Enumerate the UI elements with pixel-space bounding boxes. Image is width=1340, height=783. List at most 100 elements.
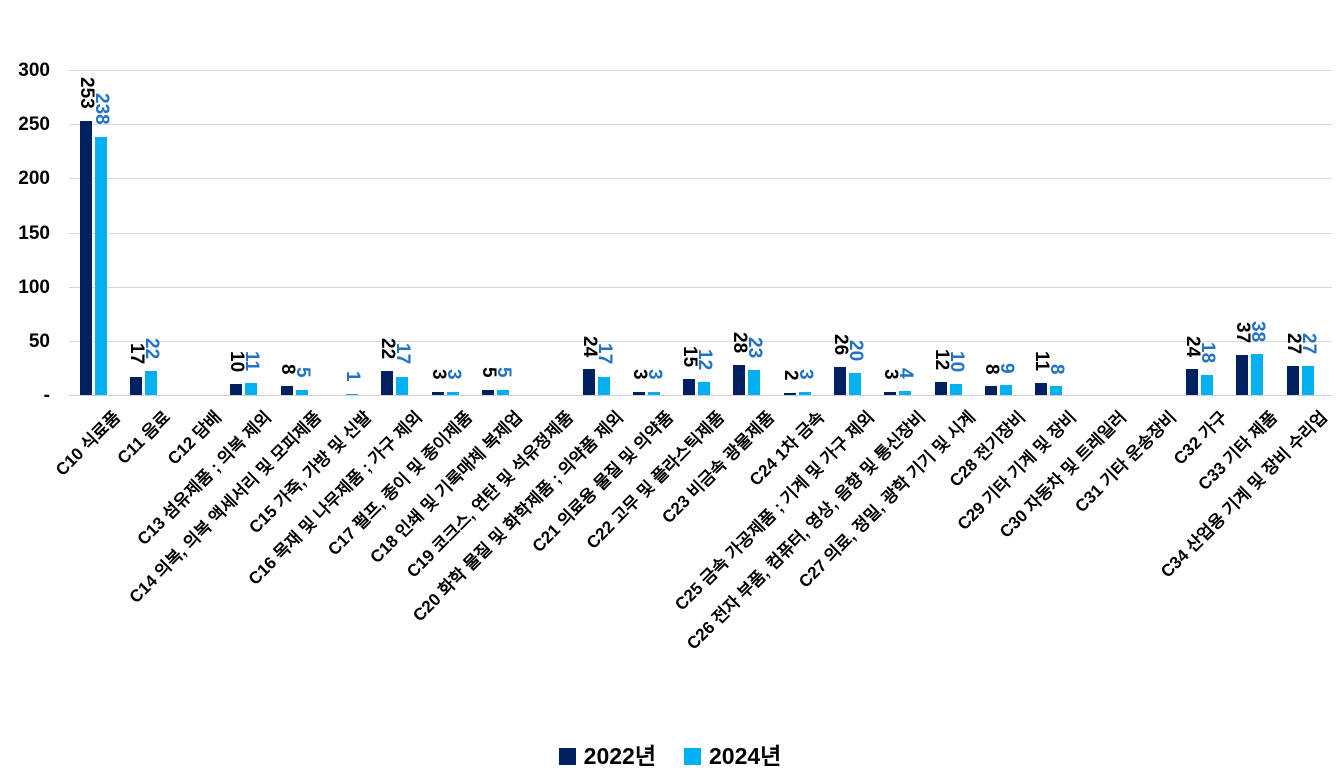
value-label-2024년-C14: 5 [292, 367, 313, 378]
value-label-2022년-C16: 22 [377, 338, 398, 360]
value-label-2024년-C15: 1 [342, 371, 363, 382]
bar-2022년-C34 [1287, 366, 1299, 395]
bar-2024년-C32 [1201, 375, 1213, 395]
bar-2022년-C11 [130, 377, 142, 395]
value-label-2024년-C23: 23 [744, 336, 765, 359]
bar-2022년-C21 [633, 392, 645, 395]
bar-2022년-C18 [482, 390, 494, 395]
value-label-2024년-C34: 27 [1298, 332, 1319, 354]
value-label-2022년-C33: 37 [1232, 321, 1253, 343]
bar-2024년-C14 [296, 390, 308, 395]
bar-2024년-C25 [849, 373, 861, 395]
value-label-2022년-C25: 26 [830, 333, 851, 355]
y-tick-label-300: 300 [18, 60, 50, 81]
bar-2024년-C29 [1050, 386, 1062, 395]
value-label-2022년-C24: 2 [780, 370, 801, 381]
legend-item-2022: 2022년 [558, 743, 656, 769]
bar-2024년-C11 [145, 371, 157, 395]
value-label-2024년-C11: 22 [141, 338, 162, 360]
value-label-2024년-C27: 10 [946, 351, 967, 373]
bar-2022년-C22 [683, 379, 695, 395]
bar-2024년-C26 [899, 391, 911, 395]
value-label-2022년-C28: 8 [981, 363, 1002, 375]
value-label-2024년-C22: 12 [694, 348, 715, 370]
value-label-2024년-C10: 238 [91, 93, 112, 126]
value-label-2022년-C13: 10 [226, 351, 247, 373]
legend-label-2022: 2022년 [583, 743, 656, 769]
bar-2024년-C28 [1000, 385, 1012, 395]
gridline-200 [69, 178, 1332, 179]
bar-2024년-C13 [245, 383, 257, 395]
value-label-2024년-C32: 18 [1197, 342, 1218, 364]
value-label-2022년-C20: 24 [579, 335, 600, 357]
bar-2024년-C17 [447, 392, 459, 395]
value-label-2024년-C25: 20 [845, 340, 866, 362]
value-label-2022년-C11: 17 [126, 343, 147, 365]
y-tick-label-50: 50 [28, 331, 50, 352]
bar-2022년-C14 [281, 386, 293, 395]
y-tick-label--: - [43, 385, 50, 406]
value-label-2024년-C33: 38 [1247, 320, 1268, 342]
y-tick-label-250: 250 [18, 114, 50, 135]
value-label-2022년-C14: 8 [277, 363, 298, 375]
bar-2024년-C18 [497, 390, 509, 395]
legend-swatch-2022 [558, 748, 576, 765]
bar-2024년-C22 [698, 382, 710, 395]
value-label-2024년-C18: 5 [493, 367, 514, 378]
bar-2022년-C23 [733, 365, 745, 395]
y-tick-label-200: 200 [18, 168, 50, 189]
bar-2022년-C13 [230, 384, 242, 395]
gridline-250 [69, 124, 1332, 125]
value-label-2022년-C18: 5 [478, 367, 499, 378]
gridline-150 [69, 233, 1332, 234]
value-label-2022년-C23: 28 [729, 331, 750, 353]
value-label-2022년-C26: 3 [880, 369, 901, 380]
gridline-100 [69, 287, 1332, 288]
value-label-2022년-C29: 11 [1031, 351, 1052, 372]
legend: 2022년 2024년 [0, 745, 1340, 768]
value-label-2024년-C24: 3 [795, 369, 816, 380]
bar-2024년-C23 [748, 370, 760, 395]
gridline-300 [69, 70, 1332, 71]
value-label-2022년-C17: 3 [428, 369, 449, 380]
bar-2024년-C21 [648, 392, 660, 395]
bar-2022년-C33 [1236, 355, 1248, 395]
y-tick-label-150: 150 [18, 223, 50, 244]
bar-2024년-C33 [1251, 354, 1263, 395]
bar-2022년-C32 [1186, 369, 1198, 395]
bar-2024년-C15 [346, 394, 358, 395]
bar-2024년-C24 [799, 392, 811, 395]
value-label-2024년-C13: 11 [241, 351, 262, 372]
bar-2022년-C10 [80, 121, 92, 395]
value-label-2022년-C27: 12 [931, 348, 952, 370]
bar-2024년-C20 [598, 377, 610, 395]
gridline-50 [69, 341, 1332, 342]
value-label-2024년-C17: 3 [443, 369, 464, 380]
bar-2022년-C27 [935, 382, 947, 395]
bar-2022년-C26 [884, 392, 896, 395]
value-label-2022년-C22: 15 [679, 345, 700, 367]
bar-2022년-C16 [381, 371, 393, 395]
bar-2024년-C27 [950, 384, 962, 395]
bar-2024년-C16 [396, 377, 408, 395]
value-label-2024년-C29: 8 [1046, 363, 1067, 375]
bar-2022년-C20 [583, 369, 595, 395]
legend-swatch-2024 [684, 748, 701, 765]
y-tick-label-100: 100 [18, 277, 50, 298]
bar-2024년-C34 [1302, 366, 1314, 395]
bar-2022년-C17 [432, 392, 444, 395]
value-label-2022년-C21: 3 [629, 369, 650, 380]
legend-item-2024: 2024년 [684, 745, 781, 768]
value-label-2024년-C16: 17 [392, 343, 413, 365]
value-label-2024년-C20: 17 [594, 343, 615, 365]
bar-2022년-C25 [834, 367, 846, 395]
legend-label-2024: 2024년 [709, 743, 782, 769]
value-label-2022년-C34: 27 [1283, 332, 1304, 354]
value-label-2024년-C21: 3 [644, 369, 665, 380]
value-label-2022년-C32: 24 [1182, 335, 1203, 357]
bar-2022년-C28 [985, 386, 997, 395]
value-label-2024년-C28: 9 [996, 362, 1017, 374]
bar-2022년-C24 [784, 393, 796, 395]
bar-2024년-C10 [95, 137, 107, 395]
